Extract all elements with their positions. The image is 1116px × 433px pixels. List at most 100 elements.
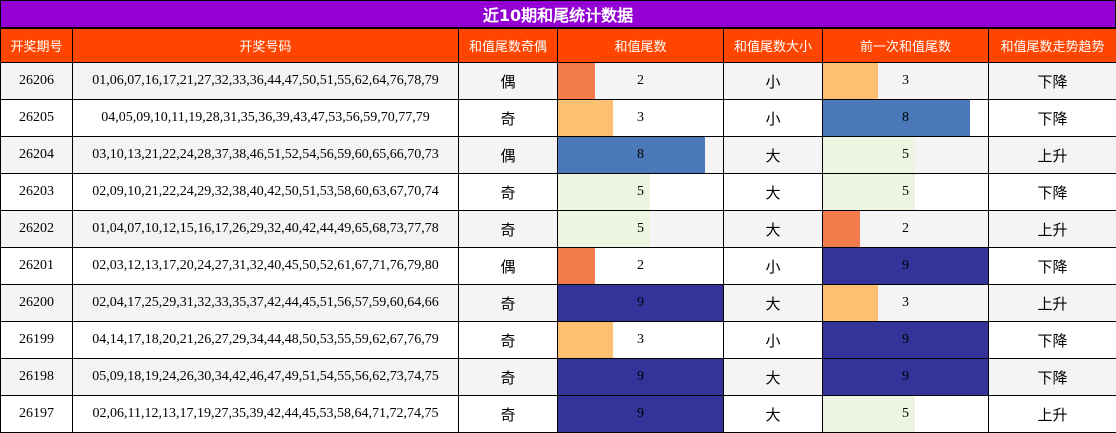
prev-tail-bar [823,248,988,284]
prev-tail-value: 5 [902,147,909,162]
numbers-cell: 05,09,18,19,24,26,30,34,42,46,47,49,51,5… [72,358,459,396]
prev-tail-cell: 8 [822,99,989,137]
prev-tail-cell: 3 [822,284,989,322]
prev-tail-value: 9 [902,258,909,273]
parity-cell: 奇 [458,210,558,248]
prev-tail-bar [823,285,878,321]
tail-cell: 5 [557,173,724,211]
size-cell: 大 [723,284,823,322]
issue-cell: 26199 [0,321,73,359]
table-row: 26203 02,09,10,21,22,24,29,32,38,40,42,50… [0,173,1116,211]
numbers-cell: 01,06,07,16,17,21,27,32,33,36,44,47,50,5… [72,62,459,100]
tail-value: 5 [637,184,644,199]
tail-cell: 3 [557,99,724,137]
prev-tail-cell: 3 [822,62,989,100]
tail-bar [558,322,613,358]
tail-cell: 9 [557,395,724,433]
size-cell: 小 [723,99,823,137]
numbers-cell: 04,14,17,18,20,21,26,27,29,34,44,48,50,5… [72,321,459,359]
tail-cell: 2 [557,62,724,100]
tail-value: 9 [637,369,644,384]
header-trend: 和值尾数走势趋势 [988,28,1116,63]
table-row: 26205 04,05,09,10,11,19,28,31,35,36,39,43… [0,99,1116,137]
issue-cell: 26204 [0,136,73,174]
tail-value: 3 [637,110,644,125]
header-parity: 和值尾数奇偶 [458,28,558,63]
trend-cell: 上升 [988,284,1116,322]
parity-cell: 偶 [458,247,558,285]
tail-bar [558,100,613,136]
prev-tail-cell: 9 [822,358,989,396]
prev-tail-value: 8 [902,110,909,125]
issue-cell: 26206 [0,62,73,100]
parity-cell: 奇 [458,284,558,322]
parity-cell: 偶 [458,62,558,100]
size-cell: 小 [723,247,823,285]
tail-bar [558,359,723,395]
prev-tail-cell: 5 [822,395,989,433]
tail-cell: 2 [557,247,724,285]
trend-cell: 下降 [988,62,1116,100]
prev-tail-bar [823,322,988,358]
table-row: 26204 03,10,13,21,22,24,28,37,38,46,51,52… [0,136,1116,174]
table-row: 26202 01,04,07,10,12,15,16,17,26,29,32,40… [0,210,1116,248]
prev-tail-value: 5 [902,406,909,421]
parity-cell: 奇 [458,395,558,433]
issue-cell: 26200 [0,284,73,322]
prev-tail-value: 3 [902,295,909,310]
prev-tail-cell: 2 [822,210,989,248]
table-row: 26198 05,09,18,19,24,26,30,34,42,46,47,49… [0,358,1116,396]
prev-tail-bar [823,396,915,432]
header-issue: 开奖期号 [0,28,73,63]
trend-cell: 下降 [988,358,1116,396]
table-body: 26206 01,06,07,16,17,21,27,32,33,36,44,47… [0,62,1116,433]
prev-tail-value: 2 [902,221,909,236]
prev-tail-bar [823,174,915,210]
tail-cell: 8 [557,136,724,174]
header-prev-tail: 前一次和值尾数 [822,28,989,63]
header-numbers: 开奖号码 [72,28,459,63]
numbers-cell: 02,04,17,25,29,31,32,33,35,37,42,44,45,5… [72,284,459,322]
table-row: 26206 01,06,07,16,17,21,27,32,33,36,44,47… [0,62,1116,100]
numbers-cell: 01,04,07,10,12,15,16,17,26,29,32,40,42,4… [72,210,459,248]
header-size: 和值尾数大小 [723,28,823,63]
size-cell: 大 [723,210,823,248]
size-cell: 大 [723,395,823,433]
tail-bar [558,396,723,432]
issue-cell: 26197 [0,395,73,433]
size-cell: 小 [723,321,823,359]
table-row: 26197 02,06,11,12,13,17,19,27,35,39,42,44… [0,395,1116,433]
size-cell: 大 [723,136,823,174]
parity-cell: 偶 [458,136,558,174]
issue-cell: 26198 [0,358,73,396]
prev-tail-bar [823,211,860,247]
prev-tail-bar [823,63,878,99]
tail-cell: 3 [557,321,724,359]
tail-value: 3 [637,332,644,347]
tail-cell: 5 [557,210,724,248]
tail-bar [558,285,723,321]
tail-value: 2 [637,73,644,88]
tail-cell: 9 [557,284,724,322]
tail-value: 8 [637,147,644,162]
size-cell: 大 [723,173,823,211]
stats-table: 开奖期号 开奖号码 和值尾数奇偶 和值尾数 和值尾数大小 前一次和值尾数 和值尾… [0,28,1116,433]
trend-cell: 下降 [988,321,1116,359]
size-cell: 小 [723,62,823,100]
issue-cell: 26201 [0,247,73,285]
prev-tail-cell: 9 [822,321,989,359]
prev-tail-cell: 5 [822,173,989,211]
table-row: 26200 02,04,17,25,29,31,32,33,35,37,42,44… [0,284,1116,322]
tail-value: 9 [637,406,644,421]
trend-cell: 上升 [988,210,1116,248]
table-row: 26201 02,03,12,13,17,20,24,27,31,32,40,45… [0,247,1116,285]
size-cell: 大 [723,358,823,396]
tail-value: 9 [637,295,644,310]
table-title: 近10期和尾统计数据 [0,0,1116,28]
tail-value: 2 [637,258,644,273]
issue-cell: 26202 [0,210,73,248]
trend-cell: 上升 [988,136,1116,174]
tail-bar [558,63,595,99]
prev-tail-bar [823,100,970,136]
